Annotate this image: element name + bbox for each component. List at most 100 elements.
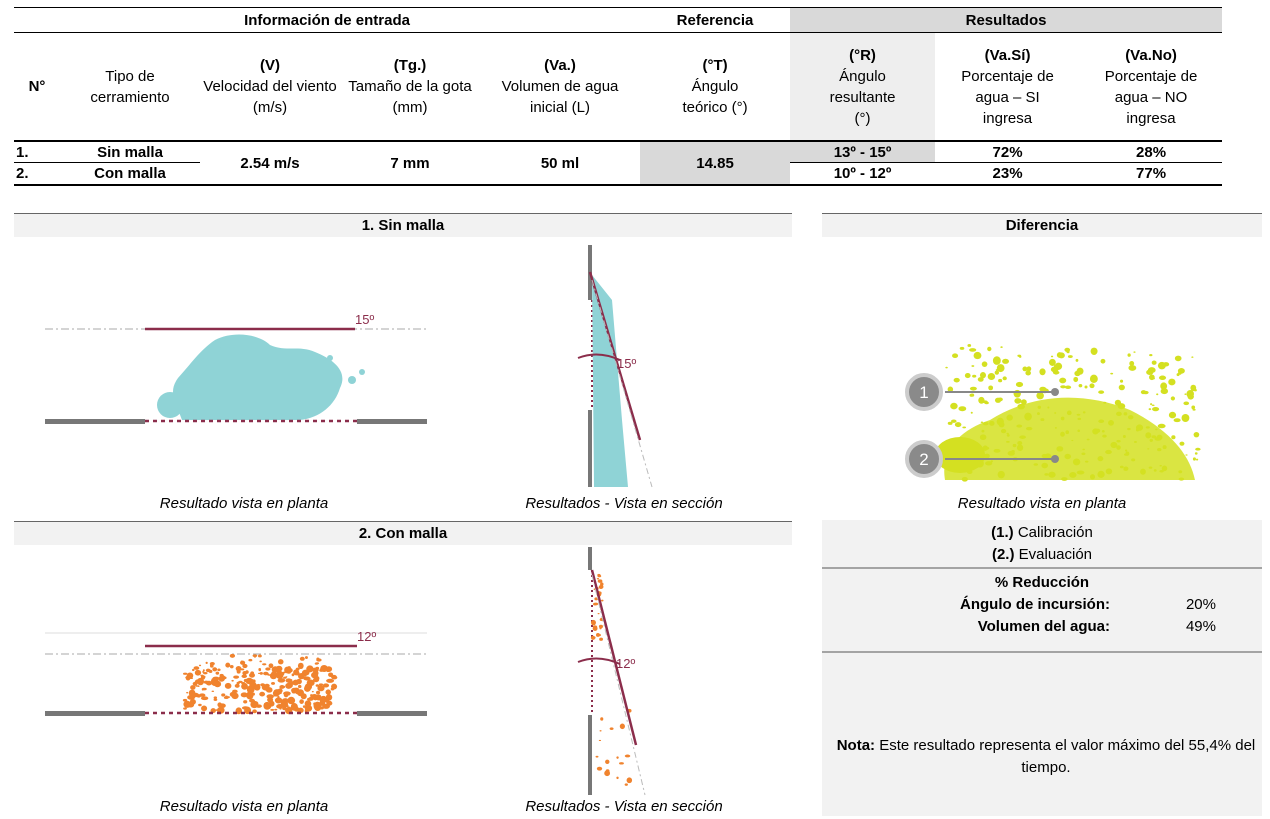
splash	[216, 672, 220, 675]
splash	[1002, 359, 1009, 364]
splash	[230, 665, 234, 668]
splash	[599, 740, 601, 741]
splash	[1195, 452, 1198, 454]
group-header: Referencia	[640, 8, 790, 33]
splash	[225, 663, 230, 668]
splash	[1159, 376, 1166, 380]
splash	[610, 727, 614, 730]
splash	[980, 372, 986, 378]
cell: 50 ml	[480, 141, 640, 185]
splash	[198, 704, 202, 706]
legend-item: (1.) Calibración	[822, 522, 1262, 544]
column-header: (°R)Ángulo resultante (°)	[790, 33, 935, 142]
plan-view-2: 12º	[45, 629, 427, 716]
splash	[972, 375, 976, 378]
splash	[304, 685, 311, 692]
column-label: Porcentaje de agua – NO ingresa	[1101, 66, 1201, 129]
marker-label: 1	[919, 383, 928, 402]
splash	[277, 696, 279, 698]
column-code: (Tg.)	[342, 55, 478, 76]
column-code: (Va.Sí)	[937, 45, 1078, 66]
splash	[312, 691, 314, 692]
legend: (1.) Calibración (2.) Evaluación	[822, 522, 1262, 566]
splash	[197, 685, 199, 687]
splash	[971, 412, 973, 414]
splash	[243, 676, 245, 677]
splash	[1098, 390, 1104, 394]
caption: Resultados - Vista en sección	[474, 495, 774, 512]
column-label: Velocidad del viento (m/s)	[203, 78, 336, 116]
splash	[1152, 361, 1157, 365]
cell: 10º - 12º	[790, 163, 935, 186]
splash	[192, 669, 195, 671]
splash	[597, 767, 602, 771]
column-header: Tipo de cerramiento	[60, 33, 200, 142]
splash	[195, 670, 200, 675]
splash	[202, 688, 207, 691]
splash	[1194, 432, 1200, 437]
splash	[307, 697, 314, 700]
splash	[1054, 371, 1058, 375]
splash	[1120, 380, 1123, 383]
reduction-row: Volumen del agua: 49%	[822, 616, 1262, 638]
legend-item: (2.) Evaluación	[822, 544, 1262, 566]
splash	[227, 696, 229, 698]
splash	[1128, 365, 1136, 371]
column-label: Tipo de cerramiento	[80, 66, 180, 108]
splash	[278, 659, 284, 664]
splash	[192, 693, 199, 697]
marker-label: 2	[919, 450, 928, 469]
splash	[1171, 396, 1175, 400]
reduction-title: % Reducción	[822, 572, 1262, 594]
splash	[289, 701, 293, 703]
difference-view: 1 2	[907, 344, 1201, 482]
splash	[187, 702, 194, 708]
splash	[199, 665, 201, 667]
splash	[326, 668, 329, 671]
splash	[1065, 385, 1071, 389]
splash	[974, 352, 982, 359]
splash	[1054, 364, 1059, 367]
column-code: N°	[16, 76, 58, 97]
cell: Con malla	[60, 163, 200, 186]
cell: 2.	[14, 163, 60, 186]
splash	[593, 603, 597, 606]
splash	[307, 680, 315, 687]
column-label: Ángulo resultante (°)	[828, 66, 898, 129]
splash	[1058, 352, 1065, 358]
splash	[206, 681, 212, 686]
page: { "table": { "groups": ["Información de …	[0, 0, 1270, 819]
cell: 28%	[1080, 141, 1222, 163]
splash	[1163, 388, 1166, 390]
splash	[284, 693, 288, 698]
column-header: (V)Velocidad del viento (m/s)	[200, 33, 340, 142]
cell: 23%	[935, 163, 1080, 186]
splash	[273, 695, 275, 697]
splash	[243, 700, 247, 703]
splash	[298, 685, 301, 688]
splash	[231, 693, 238, 699]
note: Nota: Este resultado representa el valor…	[832, 735, 1260, 779]
splash	[210, 662, 215, 665]
splash	[1091, 348, 1098, 355]
splash	[233, 675, 239, 678]
splash	[267, 673, 269, 675]
splash	[591, 636, 595, 640]
splash	[1076, 359, 1079, 362]
splash	[996, 369, 998, 370]
splash	[241, 683, 248, 690]
splash	[217, 702, 221, 707]
splash	[186, 692, 188, 694]
column-label: Porcentaje de agua – SI ingresa	[958, 66, 1058, 129]
splash	[190, 685, 195, 690]
splash	[1019, 356, 1022, 358]
splash	[600, 730, 602, 731]
splash	[948, 422, 953, 425]
splash	[1149, 408, 1152, 410]
splash	[950, 403, 957, 410]
splash	[1184, 393, 1186, 395]
column-label: Volumen de agua inicial (L)	[500, 76, 620, 118]
column-label: Ángulo teórico (°)	[668, 76, 763, 118]
splash	[998, 379, 1002, 382]
splash	[983, 400, 988, 403]
